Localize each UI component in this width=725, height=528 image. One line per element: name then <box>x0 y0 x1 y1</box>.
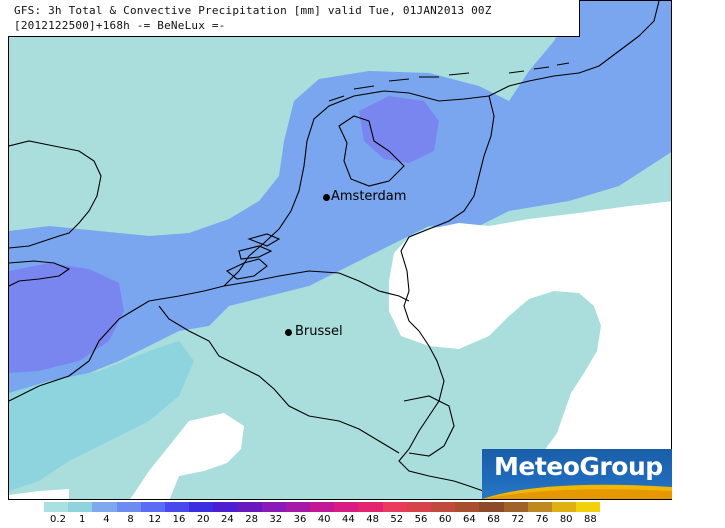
legend-value: 44 <box>342 514 355 525</box>
legend-value: 0.2 <box>50 514 66 525</box>
legend-swatch <box>358 502 383 512</box>
legend-value: 28 <box>245 514 258 525</box>
legend-value: 20 <box>196 514 210 525</box>
legend-swatch <box>164 502 190 512</box>
coastlines-borders <box>9 1 660 494</box>
brussel-marker <box>285 329 292 336</box>
precip-heavy-west <box>9 263 124 373</box>
legend-swatch <box>237 502 262 512</box>
legend-value: 52 <box>390 514 404 525</box>
legend-value: 16 <box>172 514 186 525</box>
map-canvas <box>9 1 671 499</box>
legend-swatch <box>551 502 577 512</box>
precip-heavy-north <box>359 96 439 163</box>
legend-labels: 0.2 1 4 8 12 16 20 24 28 32 36 40 44 48 52 56 60 64 68 72 76… <box>44 514 614 526</box>
legend-value: 80 <box>559 514 573 525</box>
france-coast <box>9 285 225 402</box>
legend-value: 1 <box>79 514 86 525</box>
precip-medium-band <box>9 1 671 393</box>
meteogroup-logo: MeteoGroup <box>482 449 672 499</box>
map-title-box: GFS: 3h Total & Convective Precipitation… <box>8 0 580 37</box>
legend-swatch <box>116 502 141 512</box>
legend-value: 48 <box>366 514 379 525</box>
thames-estuary <box>9 260 71 287</box>
ijsselmeer <box>338 115 405 187</box>
precip-legend: 0.2 1 4 8 12 16 20 24 28 32 36 40 44 48 52 56 60 64 68 72 76… <box>44 502 614 526</box>
legend-swatch <box>285 502 311 512</box>
map-title-line1: GFS: 3h Total & Convective Precipitation… <box>14 4 492 17</box>
precipitation-map: Amsterdam Brussel <box>8 0 672 500</box>
dutch-coast <box>223 90 490 287</box>
legend-value: 4 <box>103 514 110 525</box>
logo-swoosh-icon <box>482 484 672 499</box>
be-de-border <box>398 330 455 482</box>
amsterdam-marker <box>323 194 330 201</box>
legend-swatch <box>503 502 528 512</box>
german-coast <box>488 1 660 97</box>
legend-value: 40 <box>317 514 331 525</box>
legend-swatch <box>527 502 552 512</box>
legend-value: 24 <box>221 514 234 525</box>
zeeland-islands <box>225 233 281 280</box>
legend-color-bar <box>44 502 601 512</box>
legend-value: 68 <box>487 514 500 525</box>
legend-value: 12 <box>148 514 162 525</box>
legend-swatch <box>213 502 238 512</box>
german-islands <box>508 62 570 74</box>
legend-value: 60 <box>438 514 452 525</box>
legend-value: 88 <box>584 514 597 525</box>
precip-southwest-band <box>9 341 194 491</box>
legend-swatch <box>334 502 359 512</box>
brussel-label: Brussel <box>295 324 343 339</box>
legend-swatch <box>310 502 335 512</box>
be-fr-border <box>158 305 400 454</box>
legend-value: 72 <box>511 514 525 525</box>
legend-value: 76 <box>535 514 549 525</box>
wadden-islands <box>328 72 470 102</box>
legend-swatch <box>455 502 480 512</box>
legend-value: 64 <box>463 514 476 525</box>
legend-value: 56 <box>414 514 428 525</box>
legend-swatch <box>189 502 214 512</box>
legend-value: 36 <box>293 514 307 525</box>
legend-swatch <box>68 502 93 512</box>
legend-value: 8 <box>127 514 134 525</box>
legend-swatch <box>140 502 165 512</box>
legend-swatch <box>92 502 117 512</box>
legend-swatch <box>261 502 286 512</box>
no-precip-east <box>389 201 671 451</box>
no-precip-south <box>130 413 244 499</box>
legend-swatch <box>44 502 69 512</box>
nl-de-border <box>400 95 495 332</box>
be-nl-border <box>223 270 410 302</box>
england-coast <box>9 140 102 249</box>
legend-swatch <box>382 502 407 512</box>
logo-text: MeteoGroup <box>494 452 663 481</box>
map-title-line2: [2012122500]+168h -= BeNeLux =- <box>14 19 226 32</box>
amsterdam-label: Amsterdam <box>331 189 407 204</box>
no-precip-bottom <box>9 489 69 499</box>
legend-swatch <box>479 502 504 512</box>
legend-swatch <box>576 502 601 512</box>
legend-value: 32 <box>269 514 283 525</box>
legend-swatch <box>406 502 431 512</box>
luxembourg-border <box>403 395 455 457</box>
legend-swatch <box>431 502 456 512</box>
